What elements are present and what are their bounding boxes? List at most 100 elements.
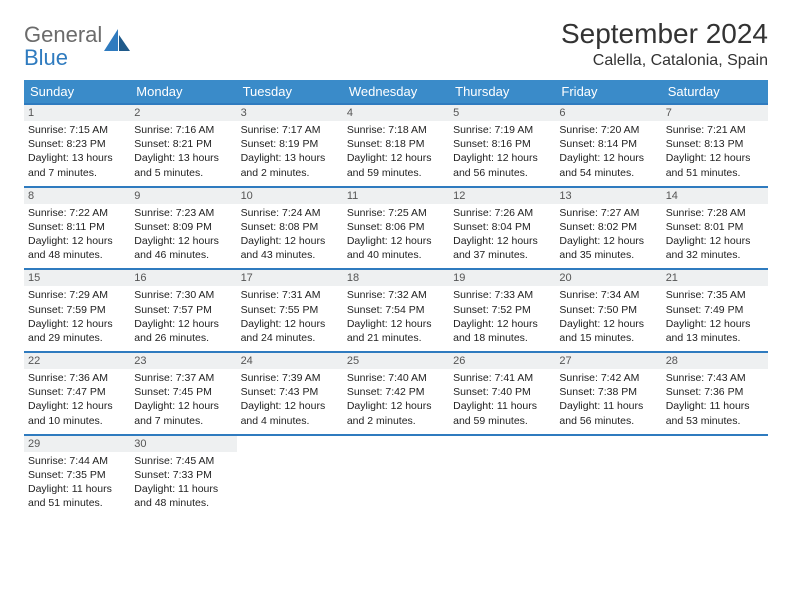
day-number: 12	[449, 188, 555, 204]
calendar-day-cell: 25 Sunrise: 7:40 AMSunset: 7:42 PMDayligh…	[343, 352, 449, 435]
calendar-empty-cell	[449, 435, 555, 517]
calendar-day-cell: 6Sunrise: 7:20 AMSunset: 8:14 PMDaylight…	[555, 104, 661, 187]
calendar-day-cell: 22 Sunrise: 7:36 AMSunset: 7:47 PMDayligh…	[24, 352, 130, 435]
day-info: Sunrise: 7:26 AMSunset: 8:04 PMDaylight:…	[453, 206, 551, 263]
logo: General Blue	[24, 24, 130, 70]
day-info: Sunrise: 7:29 AMSunset: 7:59 PMDaylight:…	[28, 288, 126, 345]
day-info: Sunrise: 7:40 AMSunset: 7:42 PMDaylight:…	[347, 371, 445, 428]
weekday-header: Sunday	[24, 80, 130, 104]
day-number: 21	[662, 270, 768, 286]
calendar-day-cell: 18 Sunrise: 7:32 AMSunset: 7:54 PMDayligh…	[343, 269, 449, 352]
day-info: Sunrise: 7:18 AMSunset: 8:18 PMDaylight:…	[347, 123, 445, 180]
calendar-day-cell: 4Sunrise: 7:18 AMSunset: 8:18 PMDaylight…	[343, 104, 449, 187]
calendar-day-cell: 20 Sunrise: 7:34 AMSunset: 7:50 PMDayligh…	[555, 269, 661, 352]
day-info: Sunrise: 7:22 AMSunset: 8:11 PMDaylight:…	[28, 206, 126, 263]
day-info: Sunrise: 7:39 AMSunset: 7:43 PMDaylight:…	[241, 371, 339, 428]
day-info: Sunrise: 7:16 AMSunset: 8:21 PMDaylight:…	[134, 123, 232, 180]
calendar-day-cell: 29 Sunrise: 7:44 AMSunset: 7:35 PMDayligh…	[24, 435, 130, 517]
day-number: 16	[130, 270, 236, 286]
day-info: Sunrise: 7:28 AMSunset: 8:01 PMDaylight:…	[666, 206, 764, 263]
day-number: 6	[555, 105, 661, 121]
calendar-table: SundayMondayTuesdayWednesdayThursdayFrid…	[24, 80, 768, 516]
day-number: 5	[449, 105, 555, 121]
day-info: Sunrise: 7:23 AMSunset: 8:09 PMDaylight:…	[134, 206, 232, 263]
calendar-day-cell: 16 Sunrise: 7:30 AMSunset: 7:57 PMDayligh…	[130, 269, 236, 352]
day-info: Sunrise: 7:19 AMSunset: 8:16 PMDaylight:…	[453, 123, 551, 180]
day-info: Sunrise: 7:25 AMSunset: 8:06 PMDaylight:…	[347, 206, 445, 263]
day-number: 13	[555, 188, 661, 204]
day-number: 2	[130, 105, 236, 121]
day-number: 27	[555, 353, 661, 369]
logo-word-2: Blue	[24, 45, 68, 70]
day-number: 25	[343, 353, 449, 369]
day-info: Sunrise: 7:32 AMSunset: 7:54 PMDaylight:…	[347, 288, 445, 345]
day-number: 28	[662, 353, 768, 369]
weekday-header: Wednesday	[343, 80, 449, 104]
day-info: Sunrise: 7:27 AMSunset: 8:02 PMDaylight:…	[559, 206, 657, 263]
day-number: 23	[130, 353, 236, 369]
day-info: Sunrise: 7:33 AMSunset: 7:52 PMDaylight:…	[453, 288, 551, 345]
day-number: 15	[24, 270, 130, 286]
day-number: 14	[662, 188, 768, 204]
day-info: Sunrise: 7:17 AMSunset: 8:19 PMDaylight:…	[241, 123, 339, 180]
calendar-day-cell: 10 Sunrise: 7:24 AMSunset: 8:08 PMDayligh…	[237, 187, 343, 270]
day-number: 1	[24, 105, 130, 121]
day-number: 10	[237, 188, 343, 204]
calendar-empty-cell	[555, 435, 661, 517]
day-info: Sunrise: 7:43 AMSunset: 7:36 PMDaylight:…	[666, 371, 764, 428]
calendar-day-cell: 21 Sunrise: 7:35 AMSunset: 7:49 PMDayligh…	[662, 269, 768, 352]
day-number: 3	[237, 105, 343, 121]
day-number: 30	[130, 436, 236, 452]
day-number: 22	[24, 353, 130, 369]
calendar-day-cell: 14 Sunrise: 7:28 AMSunset: 8:01 PMDayligh…	[662, 187, 768, 270]
calendar-week-row: 22 Sunrise: 7:36 AMSunset: 7:47 PMDayligh…	[24, 352, 768, 435]
calendar-day-cell: 28 Sunrise: 7:43 AMSunset: 7:36 PMDayligh…	[662, 352, 768, 435]
day-number: 11	[343, 188, 449, 204]
calendar-day-cell: 24 Sunrise: 7:39 AMSunset: 7:43 PMDayligh…	[237, 352, 343, 435]
day-info: Sunrise: 7:24 AMSunset: 8:08 PMDaylight:…	[241, 206, 339, 263]
title-block: September 2024 Calella, Catalonia, Spain	[561, 18, 768, 70]
calendar-day-cell: 8 Sunrise: 7:22 AMSunset: 8:11 PMDaylight…	[24, 187, 130, 270]
day-info: Sunrise: 7:35 AMSunset: 7:49 PMDaylight:…	[666, 288, 764, 345]
day-number: 9	[130, 188, 236, 204]
calendar-week-row: 1 Sunrise: 7:15 AMSunset: 8:23 PMDaylight…	[24, 104, 768, 187]
logo-word-1: General	[24, 22, 102, 47]
calendar-day-cell: 7Sunrise: 7:21 AMSunset: 8:13 PMDaylight…	[662, 104, 768, 187]
day-number: 29	[24, 436, 130, 452]
weekday-header-row: SundayMondayTuesdayWednesdayThursdayFrid…	[24, 80, 768, 104]
day-info: Sunrise: 7:45 AMSunset: 7:33 PMDaylight:…	[134, 454, 232, 511]
day-number: 17	[237, 270, 343, 286]
day-info: Sunrise: 7:44 AMSunset: 7:35 PMDaylight:…	[28, 454, 126, 511]
day-info: Sunrise: 7:42 AMSunset: 7:38 PMDaylight:…	[559, 371, 657, 428]
day-info: Sunrise: 7:37 AMSunset: 7:45 PMDaylight:…	[134, 371, 232, 428]
location: Calella, Catalonia, Spain	[561, 52, 768, 70]
weekday-header: Monday	[130, 80, 236, 104]
calendar-empty-cell	[343, 435, 449, 517]
calendar-day-cell: 19Sunrise: 7:33 AMSunset: 7:52 PMDayligh…	[449, 269, 555, 352]
weekday-header: Thursday	[449, 80, 555, 104]
calendar-day-cell: 12 Sunrise: 7:26 AMSunset: 8:04 PMDayligh…	[449, 187, 555, 270]
calendar-body: 1 Sunrise: 7:15 AMSunset: 8:23 PMDaylight…	[24, 104, 768, 516]
calendar-day-cell: 30 Sunrise: 7:45 AMSunset: 7:33 PMDayligh…	[130, 435, 236, 517]
day-info: Sunrise: 7:31 AMSunset: 7:55 PMDaylight:…	[241, 288, 339, 345]
day-number: 8	[24, 188, 130, 204]
calendar-day-cell: 27 Sunrise: 7:42 AMSunset: 7:38 PMDayligh…	[555, 352, 661, 435]
calendar-day-cell: 13 Sunrise: 7:27 AMSunset: 8:02 PMDayligh…	[555, 187, 661, 270]
header: General Blue September 2024 Calella, Cat…	[24, 18, 768, 70]
calendar-week-row: 15 Sunrise: 7:29 AMSunset: 7:59 PMDayligh…	[24, 269, 768, 352]
day-info: Sunrise: 7:15 AMSunset: 8:23 PMDaylight:…	[28, 123, 126, 180]
weekday-header: Saturday	[662, 80, 768, 104]
day-number: 20	[555, 270, 661, 286]
day-number: 26	[449, 353, 555, 369]
day-info: Sunrise: 7:36 AMSunset: 7:47 PMDaylight:…	[28, 371, 126, 428]
calendar-empty-cell	[237, 435, 343, 517]
day-info: Sunrise: 7:34 AMSunset: 7:50 PMDaylight:…	[559, 288, 657, 345]
day-info: Sunrise: 7:41 AMSunset: 7:40 PMDaylight:…	[453, 371, 551, 428]
calendar-week-row: 8 Sunrise: 7:22 AMSunset: 8:11 PMDaylight…	[24, 187, 768, 270]
day-number: 18	[343, 270, 449, 286]
calendar-day-cell: 26 Sunrise: 7:41 AMSunset: 7:40 PMDayligh…	[449, 352, 555, 435]
calendar-day-cell: 23 Sunrise: 7:37 AMSunset: 7:45 PMDayligh…	[130, 352, 236, 435]
day-number: 24	[237, 353, 343, 369]
weekday-header: Friday	[555, 80, 661, 104]
day-info: Sunrise: 7:30 AMSunset: 7:57 PMDaylight:…	[134, 288, 232, 345]
